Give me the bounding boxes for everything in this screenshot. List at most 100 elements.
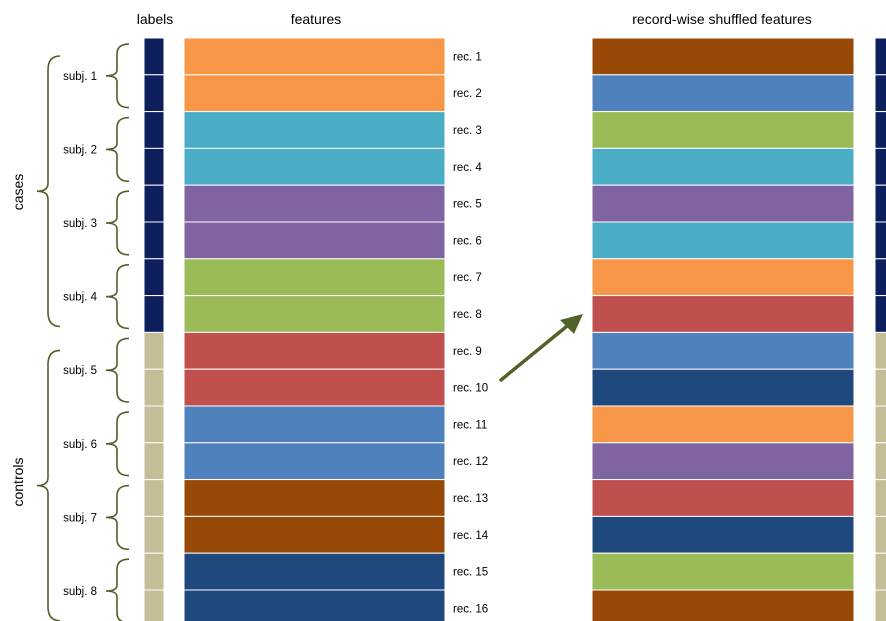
subject-label: subj. 4	[63, 292, 97, 304]
header-shuffled-features: record-wise shuffled features	[632, 11, 812, 27]
shuffled-feature-row	[591, 515, 855, 554]
subject-brace	[105, 484, 130, 550]
record-label: rec. 16	[453, 603, 488, 615]
subject-brace	[105, 43, 130, 109]
subject-label: subj. 2	[63, 144, 97, 156]
shuffled-feature-row	[591, 258, 855, 297]
record-label: rec. 1	[453, 51, 482, 63]
label-cell	[143, 442, 165, 481]
shuffled-label-cell	[874, 479, 886, 517]
shuffled-label-cell	[874, 442, 886, 481]
feature-row	[183, 147, 446, 186]
shuffled-feature-row	[591, 147, 855, 186]
shuffled-feature-row	[591, 368, 855, 407]
record-label: rec. 5	[453, 199, 482, 211]
shuffled-label-cell	[874, 589, 886, 621]
header-features: features	[291, 11, 342, 27]
label-cell	[143, 331, 165, 370]
record-label: rec. 14	[453, 530, 489, 542]
label-cell	[143, 552, 165, 591]
feature-row	[183, 184, 446, 223]
feature-row	[183, 589, 446, 621]
shuffled-feature-row	[591, 331, 855, 370]
subject-brace	[105, 558, 130, 621]
shuffled-label-cell	[874, 221, 886, 260]
shuffled-feature-row	[591, 589, 855, 621]
shuffled-feature-row	[591, 74, 855, 113]
shuffled-label-cell	[874, 405, 886, 444]
shuffle-arrow-head	[560, 314, 583, 334]
label-cell	[143, 147, 165, 186]
feature-row	[183, 295, 446, 333]
feature-row	[183, 221, 446, 260]
shuffled-label-cell	[874, 552, 886, 591]
label-cell	[143, 405, 165, 444]
record-label: rec. 12	[453, 456, 488, 468]
shuffled-label-cell	[874, 515, 886, 554]
record-label: rec. 7	[453, 272, 482, 284]
feature-row	[183, 405, 446, 444]
label-cell	[143, 368, 165, 407]
shuffled-label-cell	[874, 295, 886, 333]
shuffled-label-cell	[874, 331, 886, 370]
shuffled-feature-row	[591, 37, 855, 76]
record-label: rec. 10	[453, 383, 488, 395]
shuffled-label-cell	[874, 368, 886, 407]
subject-label: subj. 7	[63, 512, 97, 524]
feature-row	[183, 515, 446, 554]
record-label: rec. 13	[453, 493, 488, 505]
subject-brace	[105, 264, 130, 330]
group-brace	[36, 349, 61, 621]
record-label: rec. 9	[453, 346, 482, 358]
shuffled-label-cell	[874, 147, 886, 186]
label-cell	[143, 221, 165, 260]
shuffled-label-cell	[874, 258, 886, 297]
shuffled-feature-row	[591, 184, 855, 223]
shuffled-feature-row	[591, 221, 855, 260]
shuffled-label-cell	[874, 111, 886, 149]
subject-label: subj. 8	[63, 586, 97, 598]
label-cell	[143, 258, 165, 297]
label-cell	[143, 515, 165, 554]
header-labels: labels	[137, 11, 174, 27]
shuffle-arrow-shaft	[499, 320, 574, 382]
label-cell	[143, 184, 165, 223]
subject-brace	[105, 190, 130, 256]
shuffled-label-cell	[874, 74, 886, 113]
subject-label: subj. 1	[63, 71, 97, 83]
label-cell	[143, 37, 165, 76]
subject-brace	[105, 337, 130, 403]
label-cell	[143, 479, 165, 517]
feature-row	[183, 74, 446, 113]
subject-label: subj. 6	[63, 439, 97, 451]
subject-brace	[105, 411, 130, 477]
shuffled-feature-row	[591, 111, 855, 149]
record-label: rec. 3	[453, 125, 482, 137]
feature-row	[183, 258, 446, 297]
group-label: controls	[10, 457, 26, 506]
group-label: cases	[10, 174, 26, 211]
record-label: rec. 6	[453, 235, 482, 247]
label-cell	[143, 295, 165, 333]
subject-label: subj. 3	[63, 218, 97, 230]
feature-row	[183, 368, 446, 407]
label-cell	[143, 589, 165, 621]
group-brace	[36, 55, 61, 328]
feature-row	[183, 331, 446, 370]
shuffled-feature-row	[591, 479, 855, 517]
feature-row	[183, 111, 446, 149]
feature-row	[183, 37, 446, 76]
subject-label: subj. 5	[63, 365, 97, 377]
shuffled-feature-row	[591, 552, 855, 591]
label-cell	[143, 74, 165, 113]
shuffled-feature-row	[591, 405, 855, 444]
record-label: rec. 15	[453, 567, 488, 579]
shuffled-label-cell	[874, 184, 886, 223]
shuffled-feature-row	[591, 295, 855, 333]
record-label: rec. 4	[453, 162, 482, 174]
subject-brace	[105, 116, 130, 182]
record-label: rec. 11	[453, 419, 487, 431]
feature-row	[183, 479, 446, 517]
feature-row	[183, 552, 446, 591]
